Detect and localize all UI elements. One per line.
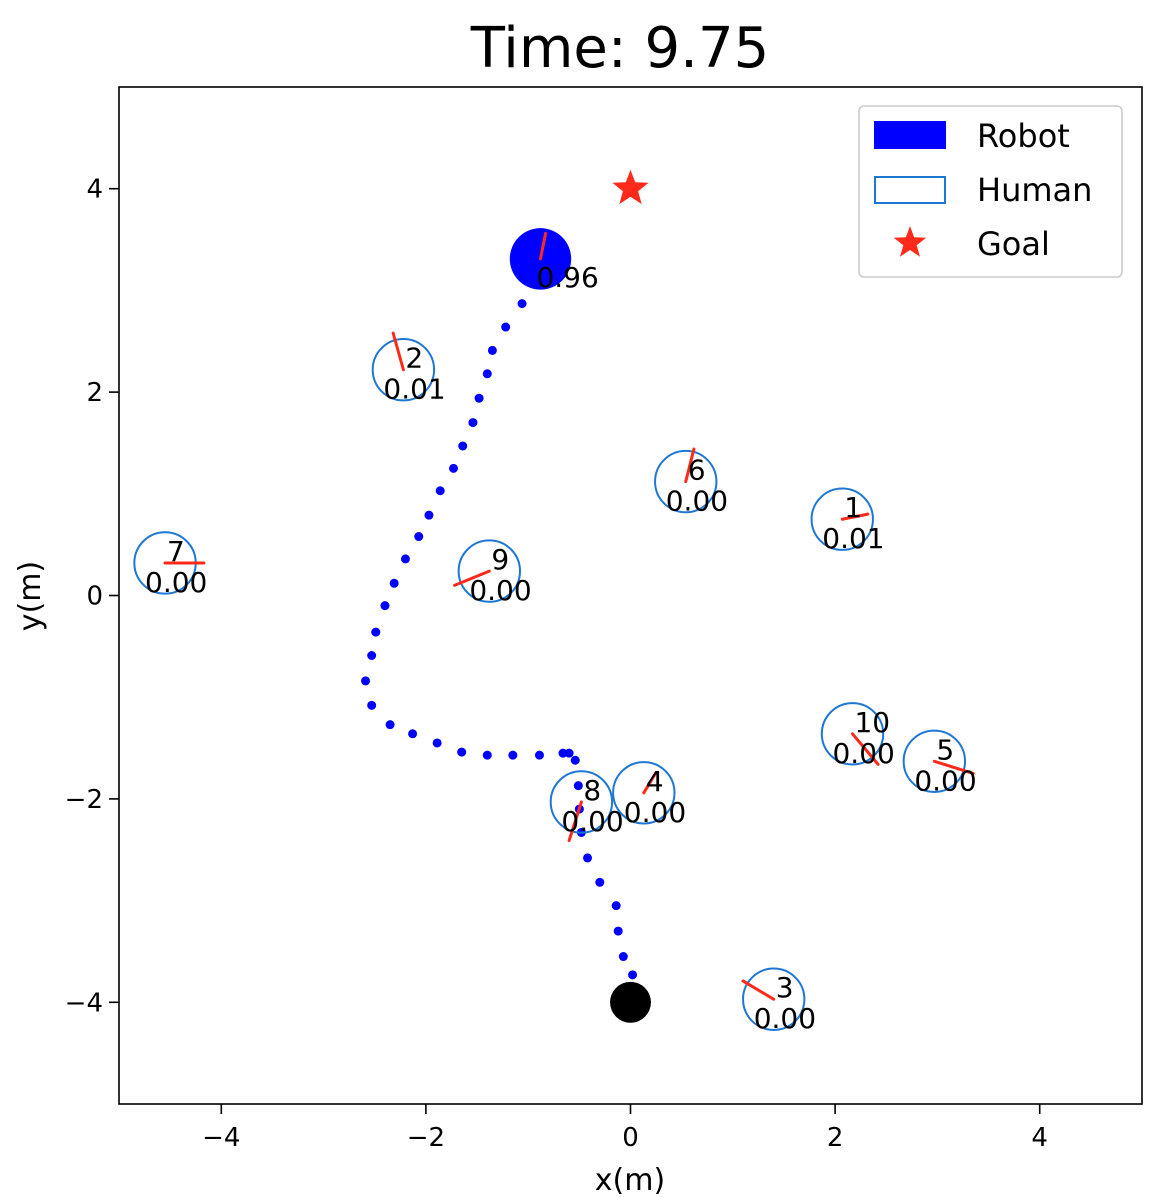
human-heading-arrow <box>932 759 975 775</box>
trajectory-point <box>435 486 445 496</box>
trajectory-point <box>501 322 511 332</box>
human-value-label: 0.00 <box>624 796 686 829</box>
chart-title: Time: 9.75 <box>470 16 769 81</box>
trajectory-point <box>400 554 410 564</box>
trajectory-point <box>573 781 583 791</box>
trajectory-point <box>367 651 377 661</box>
trajectory-point <box>371 627 381 637</box>
human-circle <box>902 729 967 793</box>
human-circle <box>820 702 885 766</box>
human-id-label: 6 <box>688 454 706 487</box>
trajectory-point <box>517 299 527 309</box>
human-id-label: 1 <box>844 491 862 524</box>
axis-ticks: −4 −2 0 2 4 −4 −2 0 2 4 <box>65 175 1048 1153</box>
trajectory-point <box>482 750 492 760</box>
start-marker <box>610 981 651 1023</box>
trajectory-point <box>508 750 518 760</box>
trajectory-point <box>380 601 390 611</box>
human-circle <box>371 338 436 402</box>
trajectory-point <box>628 970 638 980</box>
human-value-label: 0.00 <box>666 485 728 518</box>
human-value-label: 0.01 <box>822 522 884 555</box>
human-value-label: 0.00 <box>469 574 531 607</box>
trajectory-point <box>583 853 593 863</box>
human-circle <box>612 761 676 825</box>
human-id-label: 10 <box>854 706 890 739</box>
human-value-label: 0.00 <box>754 1002 816 1035</box>
human-id-label: 5 <box>936 733 954 766</box>
legend-robot-label: Robot <box>977 117 1070 155</box>
human-id-label: 8 <box>583 774 601 807</box>
human-heading-arrow <box>840 512 870 521</box>
trajectory-point <box>408 729 418 739</box>
trajectory-point <box>487 345 497 355</box>
trajectory-point <box>385 720 395 730</box>
robot-value-label: 0.96 <box>536 261 598 294</box>
y-tick-label: −2 <box>65 785 103 815</box>
trajectory-point <box>534 750 544 760</box>
trajectory-point <box>611 901 621 911</box>
human-id-label: 3 <box>776 971 794 1004</box>
human-id-label: 9 <box>491 543 509 576</box>
x-tick-label: −4 <box>202 1123 240 1153</box>
trajectory-point <box>595 877 605 887</box>
y-tick-label: 2 <box>86 378 103 408</box>
trajectory-point <box>613 926 623 936</box>
y-tick-label: −4 <box>65 988 103 1018</box>
trajectory-point <box>432 738 442 748</box>
human-id-label: 4 <box>646 765 664 798</box>
x-tick-label: −2 <box>407 1123 445 1153</box>
trajectory-point <box>570 755 580 765</box>
trajectory-point <box>468 418 478 428</box>
trajectory-point <box>367 700 377 710</box>
legend-goal-star <box>893 226 927 257</box>
human-id-label: 2 <box>405 342 423 375</box>
trajectory-point <box>389 578 399 588</box>
human-heading-arrow <box>741 979 776 1001</box>
x-tick-label: 2 <box>827 1123 844 1153</box>
human-heading-arrow <box>642 770 658 795</box>
trajectory-point <box>457 747 467 757</box>
human-value-label: 0.00 <box>914 764 976 797</box>
legend-human-label: Human <box>977 171 1092 209</box>
trajectory-point <box>618 952 628 962</box>
human-circle <box>810 487 874 551</box>
trajectory-point <box>558 748 568 758</box>
legend-goal-label: Goal <box>977 225 1050 263</box>
trajectory-point <box>361 676 371 686</box>
legend: Robot Human Goal <box>858 105 1123 278</box>
human-circle <box>742 967 806 1031</box>
robot-heading-arrow <box>538 231 548 261</box>
human-heading-arrow <box>567 800 583 843</box>
y-tick-label: 4 <box>86 175 103 205</box>
human-circle <box>457 539 522 603</box>
trajectory-point <box>424 510 434 520</box>
human-circle <box>549 770 614 834</box>
human-heading-arrow <box>684 447 696 484</box>
human-value-label: 0.00 <box>832 737 894 770</box>
trajectory-point <box>482 369 492 379</box>
y-tick-label: 0 <box>86 582 103 612</box>
trajectory-point <box>449 463 459 473</box>
trajectory-point <box>414 532 424 542</box>
human-heading-arrow <box>453 569 491 587</box>
human-value-label: 0.00 <box>561 805 623 838</box>
human-heading-arrow <box>391 331 405 372</box>
trajectory-point <box>458 441 468 451</box>
human-value-label: 0.00 <box>145 566 207 599</box>
legend-robot-swatch <box>874 121 946 149</box>
human-value-label: 0.01 <box>383 373 445 406</box>
legend-human-swatch <box>874 176 946 204</box>
x-axis-label: x(m) <box>595 1163 665 1198</box>
x-tick-label: 0 <box>622 1123 639 1153</box>
goal-star <box>612 169 649 205</box>
plot-area: 10.0120.0130.0040.0050.0060.0070.0080.00… <box>133 169 977 1035</box>
trajectory-point <box>474 393 484 403</box>
x-tick-label: 4 <box>1031 1123 1048 1153</box>
human-circle <box>654 449 718 514</box>
human-heading-arrow <box>850 732 880 766</box>
human-id-label: 7 <box>167 535 185 568</box>
y-axis-label: y(m) <box>13 561 48 631</box>
